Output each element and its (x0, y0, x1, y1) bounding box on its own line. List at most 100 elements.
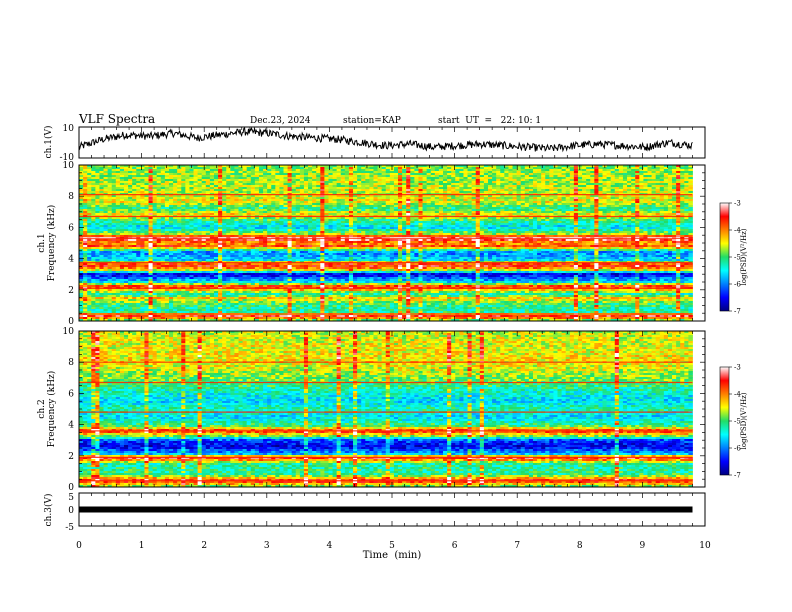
spectrogram-cell (602, 169, 607, 172)
spectrogram-cell (422, 185, 428, 188)
spectrogram-cell (471, 199, 477, 202)
spectrogram-cell (369, 171, 374, 174)
spectrogram-cell (447, 169, 452, 172)
spectrogram-cell (148, 223, 154, 226)
spectrogram-cell (226, 183, 231, 186)
spectrogram-cell (557, 173, 562, 176)
spectrogram-cell (418, 221, 423, 224)
spectrogram-cell (303, 185, 309, 188)
spectrogram-cell (557, 189, 562, 192)
spectrogram-cell (193, 221, 199, 224)
spectrogram-cell (295, 183, 301, 186)
spectrogram-cell (667, 205, 673, 208)
spectrogram-cell (655, 177, 661, 180)
spectrogram-cell (590, 221, 595, 224)
spectrogram-cell (201, 207, 207, 210)
spectrogram-cell (537, 169, 542, 172)
spectrogram-cell (631, 185, 636, 188)
spectrogram-cell (263, 207, 268, 210)
spectrogram-cell (500, 213, 505, 216)
spectrogram-cell (103, 183, 109, 186)
spectrogram-cell (582, 201, 587, 204)
spectrogram-cell (385, 221, 391, 224)
spectrogram-cell (508, 187, 513, 190)
spectrogram-cell (320, 169, 325, 172)
spectrogram-cell (115, 209, 121, 212)
spectrogram-cell (492, 181, 497, 184)
spectrogram-cell (590, 211, 595, 214)
spectrogram-cell (402, 195, 407, 198)
spectrogram-cell (152, 209, 158, 212)
spectrogram-cell (357, 175, 362, 178)
spectrogram-cell (197, 227, 203, 230)
spectrogram-cell (520, 209, 526, 212)
spectrogram-cell (586, 167, 591, 170)
spectrogram-cell (328, 197, 333, 200)
spectrogram-cell (348, 169, 354, 172)
spectrogram-cell (377, 179, 383, 182)
spectrogram-cell (672, 203, 677, 206)
spectrogram-cell (520, 179, 526, 182)
spectrogram-cell (164, 221, 170, 224)
spectrogram-cell (140, 209, 145, 212)
spectrogram-cell (242, 227, 248, 230)
spectrogram-cell (622, 225, 628, 228)
spectrogram-cell (680, 173, 685, 176)
spectrogram-cell (230, 171, 235, 174)
spectrogram-cell (230, 225, 235, 228)
spectrogram-cell (512, 187, 518, 190)
spectrogram-cell (103, 195, 109, 198)
spectrogram-cell (680, 183, 685, 186)
spectrogram-cell (115, 201, 121, 204)
spectrogram-cell (263, 219, 268, 222)
spectrogram-cell (487, 171, 493, 174)
spectrogram-cell (643, 217, 648, 220)
spectrogram-cell (688, 185, 693, 188)
spectrogram-cell (512, 223, 518, 226)
spectrogram-cell (418, 209, 423, 212)
spectrogram-cell (532, 213, 538, 216)
spectrogram-cell (238, 185, 243, 188)
spectrogram-cell (463, 175, 468, 178)
spectrogram-cell (573, 173, 579, 176)
spectrogram-cell (537, 219, 542, 222)
spectrogram-cell (532, 203, 538, 206)
spectrogram-cell (438, 217, 444, 220)
spectrogram-cell (303, 225, 309, 228)
spectrogram-cell (156, 213, 162, 216)
spectrogram-cell (136, 195, 141, 198)
spectrogram-cell (663, 201, 669, 204)
spectrogram-cell (197, 191, 203, 194)
spectrogram-cell (590, 195, 595, 198)
spectrogram-cell (426, 187, 432, 190)
spectrogram-cell (254, 189, 260, 192)
spectrogram-cell (340, 181, 346, 184)
spectrogram-cell (516, 211, 522, 214)
spectrogram-cell (365, 219, 370, 222)
spectrogram-cell (328, 183, 333, 186)
spectrogram-cell (524, 191, 530, 194)
spectrogram-cell (140, 169, 145, 172)
spectrogram-cell (279, 165, 284, 168)
spectrogram-cell (381, 201, 387, 204)
spectrogram-cell (557, 169, 562, 172)
spectrogram-cell (177, 201, 182, 204)
spectrogram-cell (438, 191, 444, 194)
spectrogram-cell (496, 201, 501, 204)
spectrogram-cell (398, 205, 403, 208)
spectrogram-cell (524, 167, 530, 170)
spectrogram-cell (336, 179, 342, 182)
spectrogram-cell (463, 191, 468, 194)
spectrogram-cell (250, 175, 256, 178)
spectrogram-cell (128, 201, 133, 204)
spectrogram-cell (483, 183, 489, 186)
spectrogram-cell (524, 179, 530, 182)
spectrogram-cell (524, 199, 530, 202)
spectrogram-cell (242, 191, 248, 194)
spectrogram-cell (516, 177, 522, 180)
spectrogram-cell (614, 177, 620, 180)
spectrogram-cell (402, 173, 407, 176)
spectrogram-cell (573, 209, 579, 212)
spectrogram-cell (532, 225, 538, 228)
